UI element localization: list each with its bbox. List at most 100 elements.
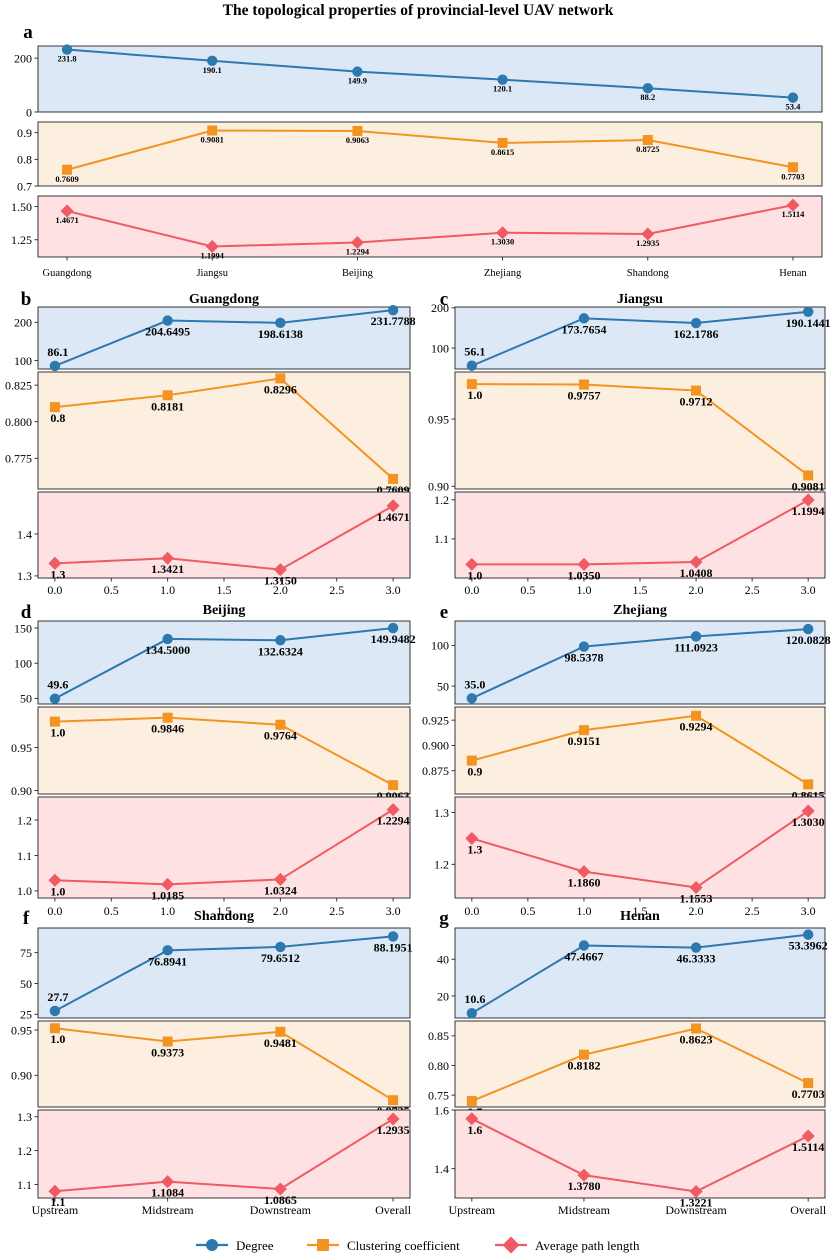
y-tick-label: 200 <box>431 301 449 315</box>
y-tick-label: 1.2 <box>17 813 32 827</box>
y-tick-label: 0.95 <box>11 1023 32 1037</box>
data-label: 0.8623 <box>680 1033 713 1047</box>
y-tick-label: 0.900 <box>422 739 449 753</box>
legend: Degree Clustering coefficient Average pa… <box>196 1236 640 1254</box>
data-label: 10.6 <box>464 992 485 1006</box>
data-label: 0.9063 <box>346 135 369 145</box>
data-label: 0.9081 <box>792 479 825 493</box>
x-tick-label: Overall <box>790 1203 827 1217</box>
series-line <box>471 933 809 1015</box>
data-label: 1.0 <box>50 1032 65 1046</box>
data-point <box>466 360 478 371</box>
x-tick-label: 2.0 <box>689 583 704 597</box>
data-label: 1.6 <box>467 1123 482 1137</box>
data-point <box>273 872 287 886</box>
series-line <box>54 716 394 787</box>
data-point <box>205 239 219 253</box>
panel-title: Shandong <box>194 909 254 924</box>
y-tick-label: 50 <box>20 692 32 706</box>
data-label: 1.2294 <box>377 814 410 828</box>
data-point <box>161 877 175 891</box>
x-tick-label: 1.0 <box>160 904 175 918</box>
data-label: 53.4 <box>786 102 802 112</box>
data-point <box>578 1049 589 1060</box>
data-label: 111.0923 <box>674 640 718 654</box>
data-label: 231.7788 <box>371 314 416 328</box>
data-label: 0.9151 <box>567 734 600 748</box>
data-label: 120.1 <box>493 84 512 94</box>
data-point <box>49 402 60 413</box>
data-point <box>496 226 510 240</box>
data-label: 88.1951 <box>374 940 413 954</box>
data-label: 0.7609 <box>55 174 78 184</box>
subplot-background <box>454 706 826 795</box>
data-point <box>207 55 218 66</box>
data-label: 134.5000 <box>145 643 190 657</box>
series-line <box>471 1117 809 1193</box>
data-point <box>207 125 218 136</box>
y-tick-label: 1.2 <box>434 858 449 872</box>
series-path: 1.4 1.6 1.6 1.3780 1.3221 1.5114 Upstream Midst… <box>434 1103 827 1217</box>
data-point <box>49 360 61 372</box>
y-tick-label: 1.2 <box>434 493 449 507</box>
x-tick-label: 0.0 <box>47 583 62 597</box>
data-label: 0.8296 <box>264 382 297 396</box>
x-tick-label: 2.0 <box>273 904 288 918</box>
legend-degree-label: Degree <box>236 1238 274 1253</box>
data-point <box>49 693 61 704</box>
x-tick-label: Downstream <box>665 1203 727 1217</box>
data-label: 0.9712 <box>680 395 713 409</box>
data-label: 198.6138 <box>258 327 303 341</box>
data-label: 1.5114 <box>792 1140 824 1154</box>
x-tick-label: 2.5 <box>329 904 344 918</box>
panel-letter: d <box>21 602 32 623</box>
x-tick-label: Midstream <box>558 1203 611 1217</box>
data-point <box>690 631 702 642</box>
data-point <box>802 929 814 940</box>
data-point <box>578 313 590 324</box>
data-point <box>641 227 655 241</box>
series-line <box>66 48 794 99</box>
data-label: 0.8182 <box>567 1059 600 1073</box>
y-tick-label: 0.75 <box>428 1088 449 1102</box>
subplot-background <box>37 1109 411 1199</box>
data-point <box>577 1168 591 1182</box>
data-label: 1.0 <box>467 388 482 402</box>
data-point <box>49 1005 61 1017</box>
x-tick-label: 2.5 <box>745 583 760 597</box>
series-line <box>54 1027 394 1102</box>
series-degree: 100 200 86.1 204.6495 198.6138 231.7788 <box>14 304 416 372</box>
data-point <box>386 803 400 817</box>
x-tick-label: 0.5 <box>104 904 119 918</box>
data-label: 231.8 <box>57 54 76 64</box>
data-point <box>161 551 175 565</box>
data-point <box>387 304 399 316</box>
subplot-background <box>454 371 826 490</box>
y-tick-label: 0.8 <box>17 153 32 167</box>
data-label: 88.2 <box>640 92 655 102</box>
series-line <box>471 714 809 786</box>
panel-d: d Beijing 50 100 150 49.6 134.5000 132.6324 149.… <box>11 602 416 918</box>
x-tick-label: 3.0 <box>386 583 401 597</box>
data-point <box>387 931 399 942</box>
series-line <box>54 309 394 367</box>
subplot-background <box>454 620 826 705</box>
y-tick-label: 1.6 <box>434 1103 449 1117</box>
y-tick-label: 40 <box>437 953 449 967</box>
x-tick-label: 1.5 <box>217 904 232 918</box>
data-point <box>642 83 653 94</box>
y-tick-label: 150 <box>14 621 32 635</box>
data-label: 1.2935 <box>377 1123 410 1137</box>
data-point <box>62 164 73 175</box>
subplot-background <box>37 491 411 579</box>
y-tick-label: 20 <box>437 989 449 1003</box>
data-point <box>689 1185 703 1199</box>
y-tick-label: 0.80 <box>428 1059 449 1073</box>
subplot-background <box>37 927 411 1019</box>
panel-letter: e <box>440 602 448 623</box>
x-tick-label: Upstream <box>32 1203 79 1217</box>
x-tick-label: 0.5 <box>104 583 119 597</box>
